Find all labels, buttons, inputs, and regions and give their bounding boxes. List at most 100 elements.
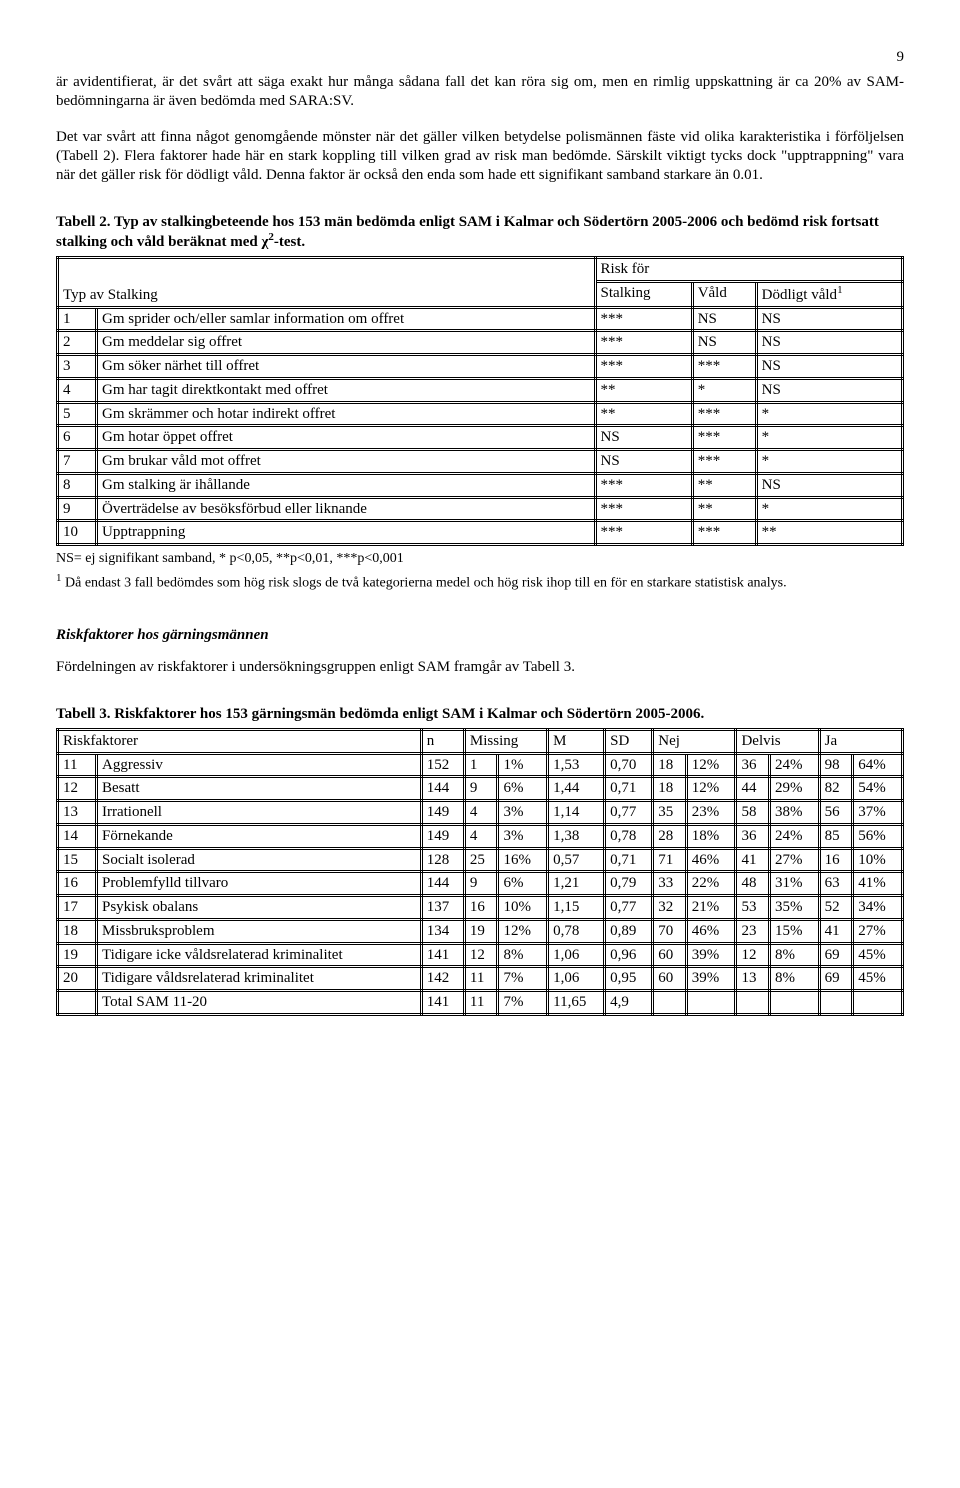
t3-ja-n: 52 [819, 896, 853, 920]
t3-nej-n: 60 [653, 967, 687, 991]
t3-miss-p: 6% [498, 777, 548, 801]
t3-miss-p: 6% [498, 872, 548, 896]
t3-label: Psykisk obalans [97, 896, 422, 920]
t2-vald: NS [692, 307, 756, 331]
t3-del-p: 38% [770, 801, 820, 825]
t3-nej-p: 23% [686, 801, 736, 825]
subhead-riskfaktorer: Riskfaktorer hos gärningsmännen [56, 626, 904, 645]
t2-num: 4 [58, 378, 97, 402]
table3-title-text: Tabell 3. Riskfaktorer hos 153 gärningsm… [56, 706, 704, 722]
t3-label: Förnekande [97, 824, 422, 848]
t3-miss-n: 19 [464, 919, 498, 943]
t2-vald: *** [692, 402, 756, 426]
t3-miss-p: 7% [498, 967, 548, 991]
t2-stalking: NS [595, 426, 692, 450]
t3-miss-p: 8% [498, 943, 548, 967]
t3-miss-n: 4 [464, 824, 498, 848]
t3-h-m: M [548, 729, 605, 753]
table2-row: 1Gm sprider och/eller samlar information… [58, 307, 903, 331]
t3-ja-n: 41 [819, 919, 853, 943]
t3-miss-n: 16 [464, 896, 498, 920]
t3-total-label: Total SAM 11-20 [97, 991, 422, 1015]
t3-del-n: 53 [736, 896, 770, 920]
t2-dod: NS [756, 355, 902, 379]
t3-label: Tidigare icke våldsrelaterad kriminalite… [97, 943, 422, 967]
t3-nej-n: 28 [653, 824, 687, 848]
table2-row: 9Överträdelse av besöksförbud eller likn… [58, 497, 903, 521]
table2-row: 6Gm hotar öppet offretNS**** [58, 426, 903, 450]
table2-row: 10Upptrappning******** [58, 521, 903, 545]
t2-vald: ** [692, 497, 756, 521]
t3-total-blank [58, 991, 97, 1015]
t3-miss-p: 3% [498, 801, 548, 825]
t3-ja-n: 98 [819, 753, 853, 777]
t2-dod: * [756, 426, 902, 450]
t2-label: Gm brukar våld mot offret [97, 450, 596, 474]
t3-del-p: 27% [770, 848, 820, 872]
t3-nej-p: 46% [686, 848, 736, 872]
t3-miss-p: 16% [498, 848, 548, 872]
t3-nn: 149 [421, 824, 464, 848]
t3-sd: 0,70 [605, 753, 653, 777]
t3-ja-p: 34% [853, 896, 903, 920]
table2-header-vald: Våld [692, 281, 756, 307]
t3-label: Aggressiv [97, 753, 422, 777]
t2-stalking: *** [595, 473, 692, 497]
t3-miss-p: 12% [498, 919, 548, 943]
t3-sd: 0,71 [605, 777, 653, 801]
t3-h-sd: SD [605, 729, 653, 753]
paragraph-2: Det var svårt att finna något genomgåend… [56, 128, 904, 184]
t3-m: 1,53 [548, 753, 605, 777]
t2-stalking: *** [595, 307, 692, 331]
t3-nej-p: 18% [686, 824, 736, 848]
t2-label: Gm stalking är ihållande [97, 473, 596, 497]
t2-label: Gm skrämmer och hotar indirekt offret [97, 402, 596, 426]
t2-num: 7 [58, 450, 97, 474]
t3-label: Missbruksproblem [97, 919, 422, 943]
t3-label: Tidigare våldsrelaterad kriminalitet [97, 967, 422, 991]
t3-nej-p: 46% [686, 919, 736, 943]
t3-ja-n: 16 [819, 848, 853, 872]
t2-num: 3 [58, 355, 97, 379]
t2-dod: * [756, 450, 902, 474]
t3-nej-p: 12% [686, 753, 736, 777]
t3-num: 19 [58, 943, 97, 967]
t3-ja-n: 56 [819, 801, 853, 825]
t3-miss-p: 1% [498, 753, 548, 777]
table2-row: 4Gm har tagit direktkontakt med offret**… [58, 378, 903, 402]
t3-ja-n: 69 [819, 967, 853, 991]
table3: Riskfaktorer n Missing M SD Nej Delvis J… [56, 728, 904, 1016]
t3-m: 1,06 [548, 967, 605, 991]
t2-label: Överträdelse av besöksförbud eller likna… [97, 497, 596, 521]
t2-label: Gm har tagit direktkontakt med offret [97, 378, 596, 402]
t2-label: Gm söker närhet till offret [97, 355, 596, 379]
t3-nej-p: 39% [686, 967, 736, 991]
t3-miss-n: 4 [464, 801, 498, 825]
t3-m: 1,21 [548, 872, 605, 896]
t3-del-n: 41 [736, 848, 770, 872]
t3-nej-n: 18 [653, 777, 687, 801]
t3-h-ja: Ja [819, 729, 902, 753]
t3-nej-n: 18 [653, 753, 687, 777]
t3-num: 15 [58, 848, 97, 872]
t3-nej-p: 12% [686, 777, 736, 801]
t3-ja-p: 45% [853, 943, 903, 967]
t3-nej-n: 33 [653, 872, 687, 896]
t3-m: 1,44 [548, 777, 605, 801]
t3-total-n: 141 [421, 991, 464, 1015]
t3-ja-n: 85 [819, 824, 853, 848]
table3-row: 20Tidigare våldsrelaterad kriminalitet14… [58, 967, 903, 991]
t3-nn: 144 [421, 872, 464, 896]
t2-dod: * [756, 497, 902, 521]
table2-header-type: Typ av Stalking [58, 258, 596, 308]
t3-del-p: 24% [770, 824, 820, 848]
table3-row: 12Besatt14496%1,440,711812%4429%8254% [58, 777, 903, 801]
t2-label: Gm hotar öppet offret [97, 426, 596, 450]
t3-miss-p: 3% [498, 824, 548, 848]
t3-del-p: 24% [770, 753, 820, 777]
table3-row: 14Förnekande14943%1,380,782818%3624%8556… [58, 824, 903, 848]
t3-ja-p: 45% [853, 967, 903, 991]
t3-ja-p: 41% [853, 872, 903, 896]
t3-nej-n: 35 [653, 801, 687, 825]
t2-stalking: ** [595, 378, 692, 402]
